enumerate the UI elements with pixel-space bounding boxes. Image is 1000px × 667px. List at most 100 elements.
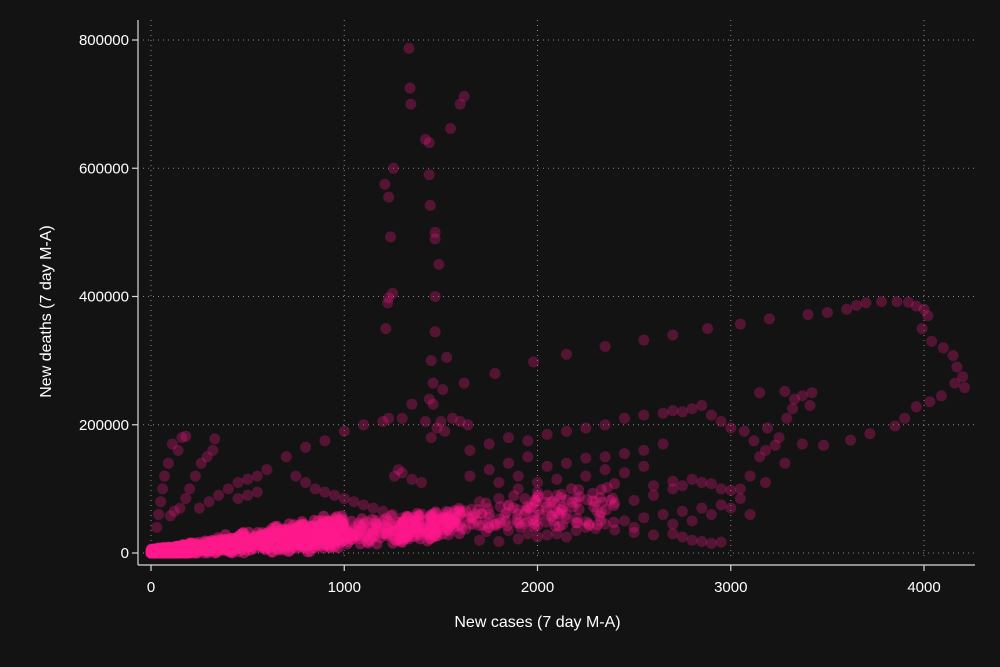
data-point <box>296 530 308 542</box>
data-point <box>254 538 266 550</box>
data-point <box>449 516 461 528</box>
data-point <box>235 537 247 549</box>
data-point <box>242 533 254 545</box>
data-point <box>319 530 331 541</box>
data-point <box>216 543 228 555</box>
data-point <box>314 520 326 532</box>
data-point <box>270 522 282 534</box>
data-point <box>409 515 421 527</box>
data-point <box>686 403 698 415</box>
data-point <box>237 529 249 541</box>
data-point <box>551 473 563 485</box>
data-point <box>219 544 230 556</box>
data-point <box>194 539 206 551</box>
data-point <box>483 521 495 533</box>
data-point <box>219 543 231 555</box>
data-point <box>299 533 311 545</box>
data-point <box>385 510 397 522</box>
data-point <box>284 533 296 545</box>
data-point <box>267 527 279 539</box>
data-point <box>269 530 281 542</box>
data-point <box>234 529 246 541</box>
data-point <box>595 507 607 519</box>
data-point <box>237 527 248 539</box>
data-point <box>419 133 431 145</box>
data-point <box>437 512 449 524</box>
data-point <box>389 525 401 537</box>
data-point <box>164 510 176 522</box>
data-point <box>696 477 708 488</box>
data-point <box>404 82 416 94</box>
data-point <box>439 514 451 526</box>
data-point <box>358 499 370 511</box>
data-point <box>328 526 339 538</box>
data-point <box>903 296 914 308</box>
data-point <box>422 515 434 527</box>
data-point <box>420 526 432 538</box>
data-point <box>529 494 541 506</box>
data-point <box>227 532 239 544</box>
data-point <box>265 528 277 539</box>
data-point <box>296 519 308 530</box>
data-point <box>596 484 607 495</box>
data-point <box>609 524 621 536</box>
data-point <box>291 533 303 545</box>
data-point <box>545 496 557 508</box>
data-point <box>340 524 352 536</box>
axes <box>137 20 975 566</box>
data-point <box>329 537 341 549</box>
data-point <box>319 525 331 537</box>
data-point <box>297 519 309 531</box>
data-point <box>483 512 495 524</box>
data-point <box>532 477 543 488</box>
data-point <box>715 536 727 548</box>
data-point <box>302 531 314 543</box>
data-point <box>402 527 414 538</box>
data-point <box>396 536 408 548</box>
data-point <box>288 537 300 549</box>
data-point <box>511 514 523 526</box>
data-point <box>203 496 215 508</box>
data-point <box>205 537 217 549</box>
data-point <box>331 511 343 523</box>
data-point <box>318 534 330 546</box>
data-point <box>462 419 474 431</box>
data-point <box>180 430 192 442</box>
data-point <box>383 412 395 424</box>
data-point <box>292 539 304 551</box>
data-point <box>396 519 408 531</box>
data-point <box>529 495 541 507</box>
data-point <box>332 520 344 532</box>
data-point <box>309 528 321 540</box>
data-point <box>430 514 442 526</box>
data-point <box>296 525 308 537</box>
data-point <box>166 438 178 450</box>
data-point <box>318 542 329 554</box>
data-point <box>213 489 225 501</box>
data-point <box>220 537 232 549</box>
data-point <box>209 547 221 559</box>
data-point <box>320 527 332 539</box>
data-point <box>286 532 298 544</box>
data-point <box>397 529 409 541</box>
data-point <box>386 529 398 541</box>
data-point <box>306 520 318 532</box>
data-point <box>276 540 288 552</box>
data-point <box>318 510 330 522</box>
data-point <box>455 520 466 532</box>
data-point <box>437 384 449 395</box>
data-point <box>336 530 348 542</box>
data-point <box>341 533 353 544</box>
data-point <box>281 534 293 546</box>
data-point <box>561 425 572 437</box>
data-point <box>464 444 476 456</box>
data-point <box>301 527 313 539</box>
data-point <box>325 541 337 553</box>
data-point <box>189 470 201 482</box>
data-point <box>299 529 311 540</box>
data-point <box>200 541 212 553</box>
data-point <box>284 533 296 545</box>
data-point <box>261 531 272 543</box>
data-point <box>433 515 445 527</box>
data-point <box>280 523 291 535</box>
